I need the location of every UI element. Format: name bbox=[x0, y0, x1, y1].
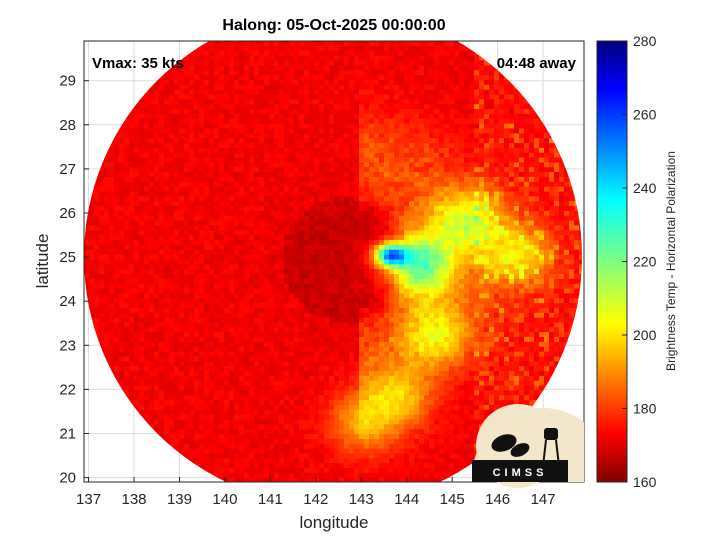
x-axis-label: longitude bbox=[299, 513, 368, 532]
x-tick-label: 137 bbox=[76, 491, 101, 508]
x-tick-label: 139 bbox=[167, 491, 192, 508]
y-tick-label: 21 bbox=[59, 425, 76, 442]
vmax-annotation: Vmax: 35 kts bbox=[92, 55, 184, 72]
x-tick-label: 138 bbox=[121, 491, 146, 508]
y-tick-label: 29 bbox=[59, 73, 76, 90]
colorbar-ticks: 160 180 200 220 240 260 280 bbox=[622, 33, 657, 490]
y-tick-label: 28 bbox=[59, 117, 76, 134]
y-tick-label: 27 bbox=[59, 161, 76, 178]
x-tick-label: 142 bbox=[303, 491, 328, 508]
x-tick-label: 147 bbox=[531, 491, 556, 508]
y-tick-label: 20 bbox=[59, 470, 76, 487]
x-tick-label: 140 bbox=[212, 491, 237, 508]
chart-title: Halong: 05-Oct-2025 00:00:00 bbox=[222, 17, 445, 34]
cimss-logo-text: CIMSS bbox=[493, 467, 548, 479]
plot-frame bbox=[83, 40, 585, 483]
colorbar-tick-label: 160 bbox=[633, 474, 657, 490]
colorbar-tick-label: 260 bbox=[633, 107, 657, 123]
x-tick-label: 141 bbox=[258, 491, 283, 508]
cimss-logo: CIMSS bbox=[471, 404, 584, 488]
y-axis-label: latitude bbox=[33, 234, 52, 289]
y-axis: 20 21 22 23 24 25 26 27 28 29 bbox=[59, 73, 89, 487]
y-tick-label: 26 bbox=[59, 205, 76, 222]
x-tick-label: 145 bbox=[440, 491, 465, 508]
y-tick-label: 23 bbox=[59, 337, 76, 354]
colorbar-tick-label: 240 bbox=[633, 180, 657, 196]
time-away-annotation: 04:48 away bbox=[497, 55, 577, 72]
y-tick-label: 25 bbox=[59, 249, 76, 266]
x-tick-label: 144 bbox=[394, 491, 419, 508]
colorbar-tick-label: 220 bbox=[633, 254, 657, 270]
y-tick-label: 22 bbox=[59, 381, 76, 398]
x-axis: 137 138 139 140 141 142 143 144 145 146 147 bbox=[76, 477, 556, 508]
x-tick-label: 146 bbox=[485, 491, 510, 508]
colorbar-tick-label: 200 bbox=[633, 327, 657, 343]
colorbar-tick-label: 180 bbox=[633, 401, 657, 417]
colorbar-label: Brightness Temp - Horizontal Polarizatio… bbox=[664, 151, 678, 371]
y-tick-label: 24 bbox=[59, 293, 76, 310]
colorbar-tick-label: 280 bbox=[633, 33, 657, 49]
x-tick-label: 143 bbox=[349, 491, 374, 508]
